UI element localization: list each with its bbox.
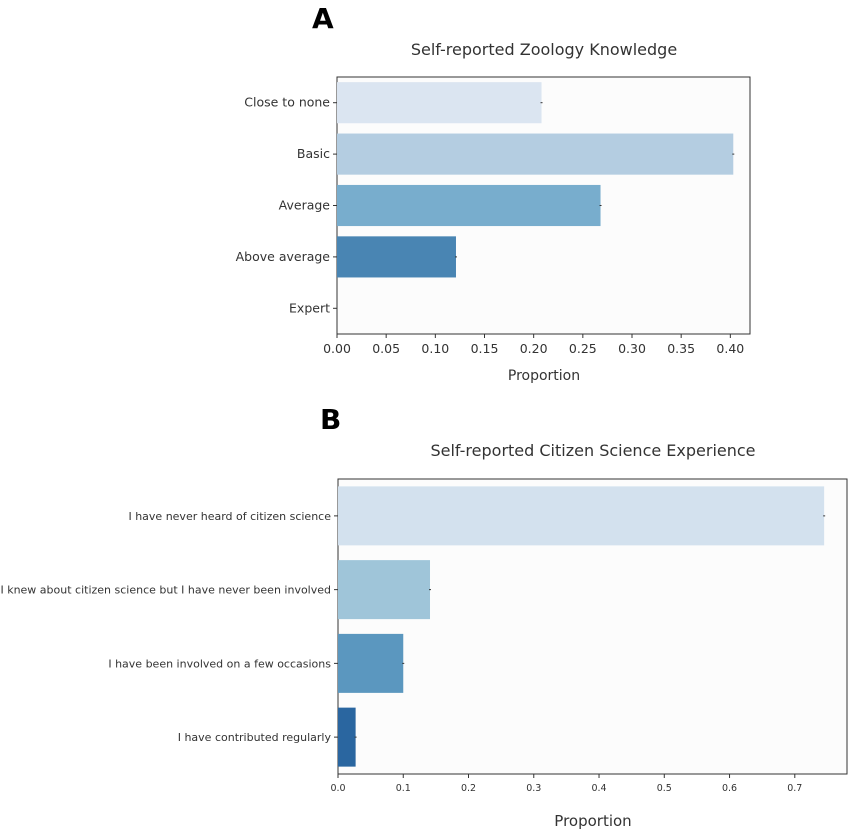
chart-a-marks: Close to none Basic Average Above average Ex…: [236, 82, 744, 356]
x-tick-label-a-8: 0.40: [716, 341, 744, 356]
chart-b-marks: I have never heard of citizen science I k…: [0, 486, 826, 794]
category-label-a-2: Average: [279, 198, 331, 213]
category-label-b-1: I knew about citizen science but I have …: [0, 584, 331, 597]
x-tick-label-a-1: 0.05: [372, 341, 400, 356]
x-tick-label-b-6: 0.6: [722, 783, 737, 794]
x-tick-label-a-7: 0.35: [667, 341, 695, 356]
x-tick-label-b-7: 0.7: [787, 783, 802, 794]
bar-a-3: [337, 236, 456, 278]
category-label-a-0: Close to none: [244, 95, 330, 110]
x-tick-label-a-2: 0.10: [421, 341, 449, 356]
chart-b-title: Self-reported Citizen Science Experience: [430, 441, 755, 460]
category-label-b-3: I have contributed regularly: [178, 731, 332, 744]
bar-a-0: [337, 82, 542, 124]
x-tick-label-a-5: 0.25: [569, 341, 597, 356]
chart-b-xlabel: Proportion: [554, 812, 631, 830]
x-tick-label-a-4: 0.20: [520, 341, 548, 356]
bar-b-3: [338, 707, 356, 767]
panel-a-letter: A: [312, 2, 334, 35]
x-tick-label-b-1: 0.1: [396, 783, 411, 794]
bar-b-1: [338, 560, 431, 620]
x-tick-label-b-5: 0.5: [657, 783, 672, 794]
bar-a-2: [337, 184, 601, 227]
x-tick-label-b-2: 0.2: [461, 783, 476, 794]
category-label-a-4: Expert: [289, 300, 330, 315]
category-label-b-2: I have been involved on a few occasions: [108, 657, 331, 670]
x-tick-label-a-3: 0.15: [471, 341, 499, 356]
panel-b-letter: B: [320, 403, 341, 436]
x-tick-label-b-4: 0.4: [591, 783, 606, 794]
bar-a-1: [337, 133, 734, 175]
chart-a-xlabel: Proportion: [508, 368, 580, 384]
x-tick-label-a-6: 0.30: [618, 341, 646, 356]
bar-b-0: [338, 486, 825, 546]
x-tick-label-b-0: 0.0: [330, 783, 345, 794]
x-tick-label-b-3: 0.3: [526, 783, 541, 794]
category-label-a-3: Above average: [236, 249, 331, 264]
chart-a-title: Self-reported Zoology Knowledge: [411, 40, 677, 59]
x-tick-label-a-0: 0.00: [323, 341, 351, 356]
category-label-b-0: I have never heard of citizen science: [128, 510, 331, 523]
bar-b-2: [338, 633, 404, 693]
category-label-a-1: Basic: [297, 146, 330, 161]
